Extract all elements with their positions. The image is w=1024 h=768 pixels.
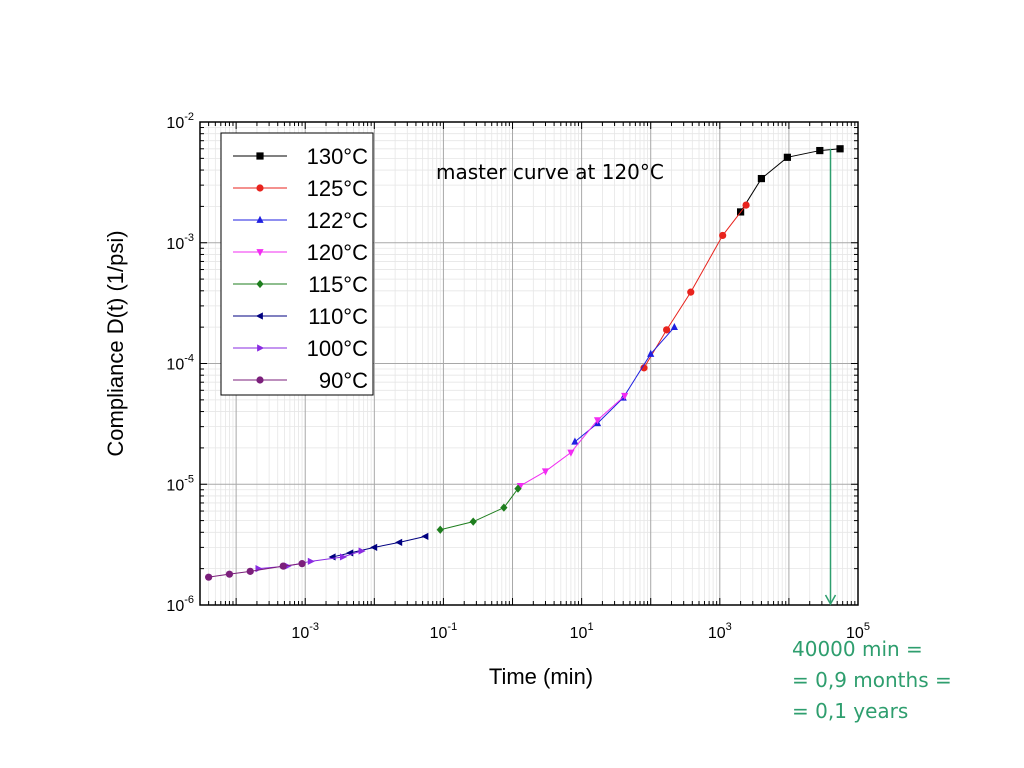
y-tick-label: 10-4 bbox=[166, 353, 194, 374]
arrow-head bbox=[824, 594, 837, 606]
y-tick-label: 10-3 bbox=[166, 232, 194, 253]
x-tick-label: 101 bbox=[570, 621, 594, 642]
legend-marker bbox=[256, 249, 264, 257]
annotation-master-curve: master curve at 120°C bbox=[436, 160, 664, 184]
legend-label: 115°C bbox=[308, 272, 368, 297]
data-point bbox=[647, 349, 655, 357]
data-point bbox=[571, 437, 579, 445]
x-tick-label: 105 bbox=[846, 621, 870, 642]
y-axis-title: Compliance D(t) (1/psi) bbox=[103, 230, 128, 456]
data-point bbox=[370, 543, 378, 551]
data-point bbox=[516, 482, 524, 491]
x-tick-label: 10-3 bbox=[291, 621, 319, 642]
series-line bbox=[574, 326, 675, 443]
duration-note-line-1: 40000 min = bbox=[792, 637, 923, 661]
data-point bbox=[358, 547, 366, 555]
legend-marker bbox=[255, 312, 263, 320]
data-point bbox=[514, 484, 522, 493]
series-90°C bbox=[205, 560, 306, 581]
series-line bbox=[520, 395, 626, 487]
duration-note-line-3: = 0,1 years bbox=[792, 699, 909, 723]
y-tick-label: 10-6 bbox=[166, 594, 194, 615]
data-point bbox=[541, 468, 550, 476]
legend-label: 120°C bbox=[307, 240, 369, 265]
series-120°C bbox=[516, 392, 629, 491]
data-point bbox=[621, 392, 629, 401]
data-point bbox=[298, 560, 306, 568]
data-point bbox=[346, 549, 354, 557]
x-tick-label: 10-1 bbox=[430, 621, 458, 642]
legend-label: 125°C bbox=[307, 176, 369, 201]
series-110°C bbox=[328, 532, 429, 561]
data-point bbox=[640, 364, 648, 372]
data-point bbox=[225, 570, 234, 578]
data-point bbox=[339, 553, 348, 561]
data-point bbox=[687, 288, 695, 296]
legend-marker bbox=[257, 344, 265, 352]
legend-label: 130°C bbox=[307, 144, 369, 169]
series-115°C bbox=[436, 484, 522, 534]
x-axis-title: Time (min) bbox=[489, 664, 593, 689]
data-point bbox=[279, 562, 287, 570]
data-point bbox=[567, 449, 575, 457]
legend-box bbox=[220, 132, 374, 396]
data-point bbox=[205, 573, 213, 581]
legend-marker bbox=[256, 279, 264, 289]
legend-marker bbox=[256, 152, 264, 160]
data-point bbox=[436, 525, 444, 534]
data-point bbox=[783, 153, 791, 161]
legend-label: 90°C bbox=[319, 368, 368, 393]
series-line bbox=[208, 563, 303, 578]
data-point bbox=[307, 557, 315, 565]
legend-marker bbox=[256, 215, 264, 223]
x-tick-label: 103 bbox=[708, 621, 732, 642]
data-point bbox=[757, 174, 766, 183]
series-125°C bbox=[640, 201, 750, 372]
y-tick-label: 10-5 bbox=[166, 473, 194, 494]
data-point bbox=[593, 417, 602, 425]
data-point bbox=[836, 145, 844, 153]
data-point bbox=[816, 146, 824, 155]
legend-marker bbox=[256, 184, 264, 192]
duration-note-line-2: = 0,9 months = bbox=[792, 668, 952, 692]
data-point bbox=[328, 553, 336, 561]
data-point bbox=[719, 231, 727, 240]
data-point bbox=[663, 326, 671, 334]
data-point bbox=[421, 532, 429, 540]
legend-label: 122°C bbox=[307, 208, 369, 233]
y-tick-label: 10-2 bbox=[166, 111, 194, 132]
legend-label: 110°C bbox=[308, 304, 368, 329]
duration-note: 40000 min = = 0,9 months = = 0,1 years bbox=[792, 634, 952, 727]
legend-marker bbox=[256, 376, 264, 384]
series-line bbox=[440, 488, 519, 531]
data-point bbox=[469, 517, 477, 526]
legend-label: 100°C bbox=[307, 336, 369, 361]
data-point bbox=[742, 201, 750, 209]
legend: 130°C 125°C 122°C 120°C 115°C 110°C 100°C 90°C bbox=[220, 132, 374, 396]
data-point bbox=[255, 565, 263, 573]
data-point bbox=[500, 503, 508, 512]
data-point bbox=[395, 538, 403, 546]
plot-frame bbox=[199, 121, 859, 606]
data-point bbox=[246, 567, 254, 575]
data-point bbox=[670, 322, 678, 331]
